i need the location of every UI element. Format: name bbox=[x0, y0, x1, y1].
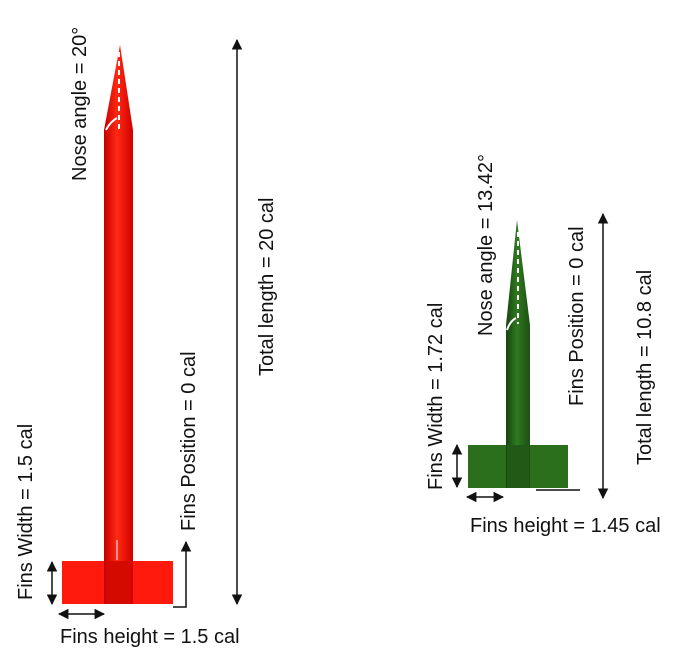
rocket-b-fins-height-label: Fins height = 1.45 cal bbox=[470, 515, 661, 537]
rocket-a-fin-joint bbox=[107, 561, 129, 604]
rocket-b-annotations: Nose angle = 13.42° Total length = 10.8 … bbox=[425, 154, 661, 537]
rocket-b-fins-width-label: Fins Width = 1.72 cal bbox=[425, 303, 447, 490]
rocket-a bbox=[62, 45, 173, 604]
rocket-a-fins-width-label: Fins Width = 1.5 cal bbox=[15, 424, 37, 600]
rocket-a-annotations: Nose angle = 20° Total length = 20 cal F… bbox=[15, 27, 278, 648]
rocket-a-fins-position-arrow bbox=[173, 540, 192, 608]
rocket-a-nose-angle-arc bbox=[105, 117, 118, 131]
rocket-b bbox=[468, 220, 568, 488]
rocket-b-body bbox=[506, 220, 530, 488]
rocket-a-body bbox=[104, 45, 133, 604]
rocket-a-nose-angle-label: Nose angle = 20° bbox=[69, 27, 91, 181]
rocket-b-total-length-label: Total length = 10.8 cal bbox=[634, 270, 656, 465]
rocket-a-fins-position-label: Fins Position = 0 cal bbox=[178, 351, 200, 531]
rocket-b-nose-angle-label: Nose angle = 13.42° bbox=[475, 154, 497, 336]
rocket-b-fin-joint bbox=[507, 445, 529, 488]
rocket-a-fins-height-label: Fins height = 1.5 cal bbox=[60, 626, 240, 648]
rocket-a-total-length-label: Total length = 20 cal bbox=[256, 198, 278, 376]
rocket-b-fins-position-label: Fins Position = 0 cal bbox=[566, 226, 588, 406]
rocket-b-nose-angle-arc bbox=[506, 317, 517, 331]
